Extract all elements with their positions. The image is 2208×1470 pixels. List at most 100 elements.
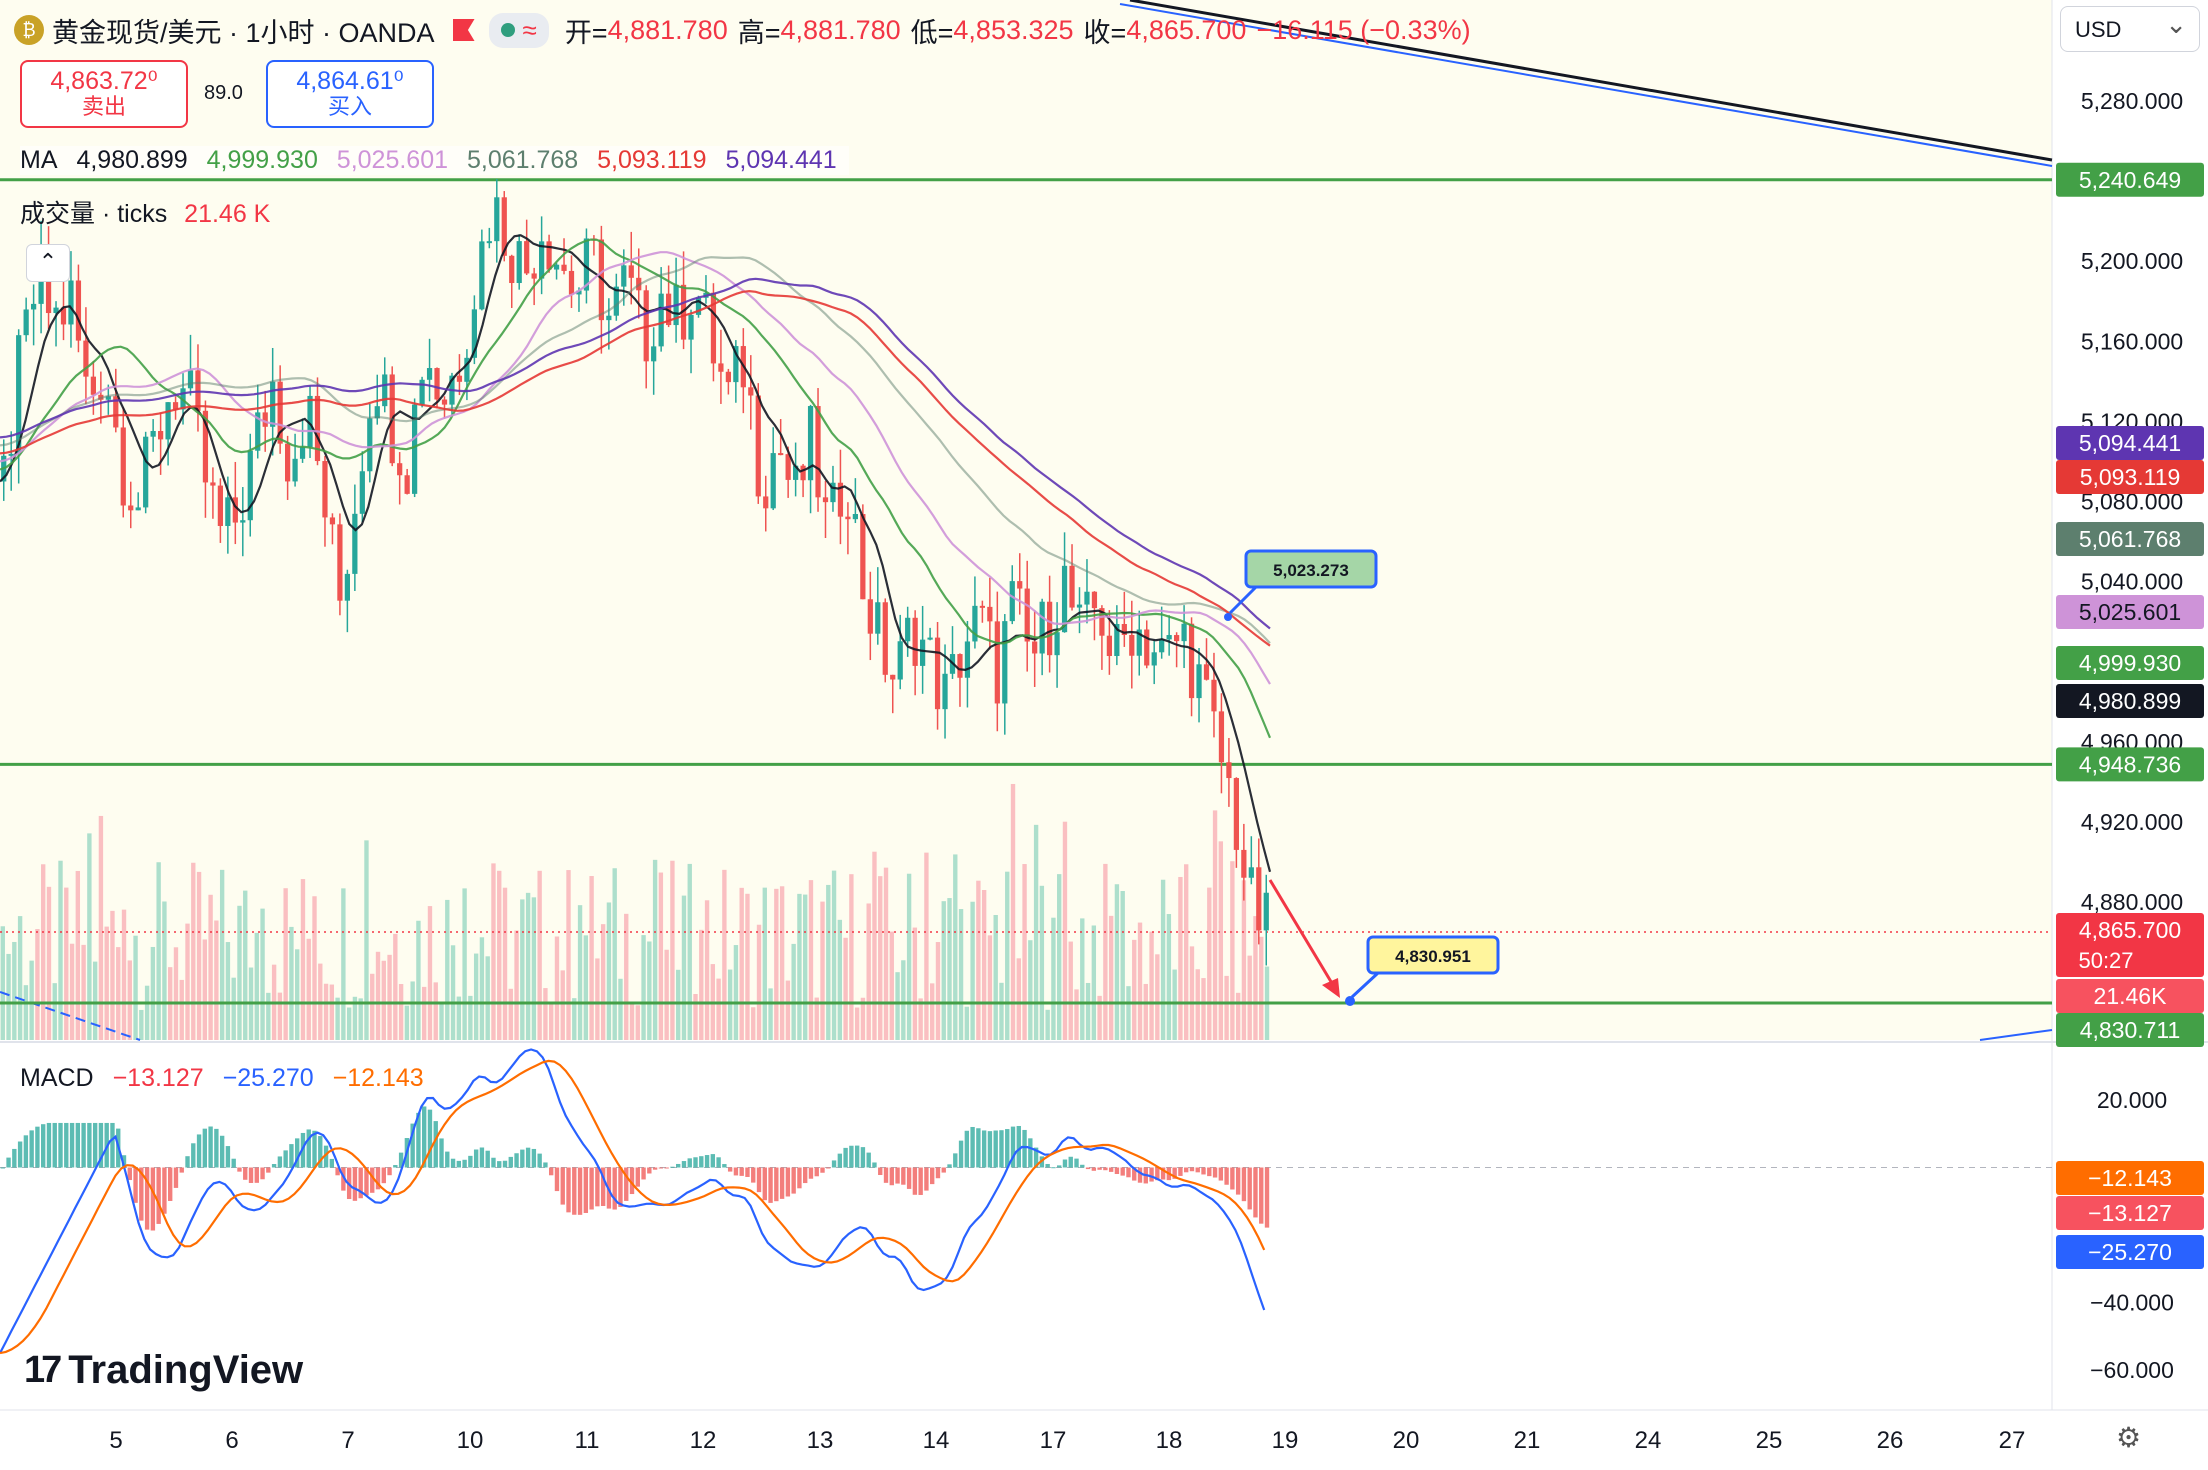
symbol-title[interactable]: 黄金现货/美元 · 1小时 · OANDA	[52, 17, 435, 48]
volume-bar	[196, 871, 202, 1040]
volume-bar	[445, 899, 450, 1040]
candle-body	[979, 605, 985, 608]
candle-body	[404, 475, 410, 494]
candle-body	[837, 482, 844, 517]
buy-button[interactable]: 4,864.61⁰ 买入	[266, 60, 434, 128]
volume-bar	[947, 898, 952, 1040]
candle-body	[31, 303, 37, 310]
ma-line-3	[0, 251, 1271, 685]
sell-button[interactable]: 4,863.72⁰ 卖出	[20, 60, 188, 128]
candle-body	[1196, 664, 1202, 699]
macd-axis-tick: 20.000	[2097, 1087, 2167, 1113]
candle-body	[16, 335, 22, 454]
volume-bar	[906, 873, 912, 1040]
macd-hist-bar	[1264, 1167, 1270, 1228]
collapse-chevron-up-icon[interactable]: ⌃	[26, 244, 70, 282]
macd-hist-bar	[670, 1166, 675, 1168]
macd-hist-bar	[1062, 1159, 1068, 1168]
macd-hist-bar	[508, 1156, 513, 1168]
ma-line-5	[0, 289, 1271, 647]
ohlc-close-value: 4,865.700	[1126, 14, 1247, 45]
volume-bar	[554, 936, 560, 1040]
volume-bar	[860, 997, 866, 1040]
price-tag-7-bg	[2056, 913, 2204, 977]
volume-bar	[439, 1003, 444, 1040]
volume-bar	[641, 935, 646, 1040]
volume-bar	[52, 983, 57, 1040]
macd-legend[interactable]: MACD −13.127 −25.270 −12.143	[20, 1064, 436, 1093]
candle-body	[755, 395, 761, 497]
candle-body	[748, 387, 754, 396]
volume-bar	[1039, 885, 1045, 1040]
candle-body	[23, 309, 29, 336]
candle-body	[292, 458, 298, 482]
macd-hist-bar	[1149, 1167, 1154, 1182]
macd-hist-bar	[1178, 1167, 1183, 1176]
volume-bar	[433, 982, 438, 1040]
volume-bar	[416, 920, 421, 1040]
macd-hist-bar	[433, 1121, 438, 1168]
candle-body	[718, 363, 724, 372]
candle-body	[733, 346, 739, 383]
candle-body	[202, 410, 209, 483]
candle-body	[524, 241, 530, 274]
candle-body	[778, 453, 784, 456]
macd-hist-bar	[652, 1167, 658, 1170]
candle-body	[419, 379, 425, 405]
currency-select[interactable]: USD	[2060, 1, 2200, 52]
volume-bar	[797, 893, 802, 1040]
status-pill[interactable]: ≈	[488, 12, 549, 48]
ohlc-open-value: 4,881.780	[607, 14, 728, 45]
macd-hist-bar	[271, 1164, 277, 1168]
candle-body	[1211, 679, 1217, 712]
macd-hist-bar	[312, 1130, 317, 1168]
macd-hist-bar	[930, 1167, 935, 1185]
volume-bar	[1230, 861, 1235, 1040]
volume-bar	[283, 888, 288, 1040]
macd-hist-bar	[999, 1130, 1004, 1168]
volume-bar	[745, 893, 750, 1040]
candle-body	[441, 399, 448, 405]
candle-body	[359, 471, 365, 514]
price-tag-6-bg	[2056, 684, 2204, 718]
candle-body	[187, 370, 194, 389]
volume-bar	[1045, 1009, 1050, 1040]
volume-bar	[762, 887, 767, 1040]
macd-hist-bar	[219, 1135, 225, 1168]
volume-legend[interactable]: 成交量 · ticks 21.46 K	[20, 194, 270, 230]
macd-hist-bar	[641, 1167, 646, 1180]
candle-body	[90, 376, 96, 395]
macd-hist-bar	[387, 1167, 392, 1176]
macd-hist-bar	[595, 1167, 600, 1207]
volume-bar	[243, 890, 248, 1040]
candle-body	[1263, 892, 1269, 931]
macd-hist-bar	[1155, 1167, 1160, 1181]
tradingview-logo[interactable]: 17 TradingView	[24, 1348, 303, 1393]
ma-legend[interactable]: MA 4,980.899 4,999.930 5,025.601 5,061.7…	[20, 146, 849, 175]
level-tag-3-text: 4,830.711	[2080, 1017, 2181, 1043]
settings-gear-icon[interactable]: ⚙	[2116, 1422, 2142, 1453]
flag-icon[interactable]	[452, 19, 475, 41]
ma-legend-label: MA	[20, 146, 58, 174]
volume-bar	[1178, 876, 1183, 1040]
candle-body	[426, 368, 433, 380]
volume-bar	[727, 969, 733, 1040]
volume-bar	[751, 1007, 756, 1040]
volume-bar	[981, 889, 987, 1040]
candle-body	[860, 514, 866, 600]
macd-hist-bar	[1028, 1138, 1033, 1168]
macd-hist-bar	[612, 1167, 617, 1210]
macd-hist-bar	[647, 1167, 652, 1174]
macd-hist-bar	[1051, 1167, 1056, 1169]
price-tag-8-bg	[2056, 979, 2204, 1013]
candle-body	[583, 238, 590, 291]
candle-body	[247, 450, 253, 521]
macd-hist-bar	[398, 1152, 404, 1168]
volume-bar	[785, 980, 791, 1040]
macd-hist-bar	[323, 1145, 329, 1168]
price-axis-tick: 5,200.000	[2081, 248, 2183, 274]
macd-hist-bar	[762, 1167, 767, 1201]
candle-body	[105, 396, 111, 400]
volume-bar	[958, 909, 964, 1040]
